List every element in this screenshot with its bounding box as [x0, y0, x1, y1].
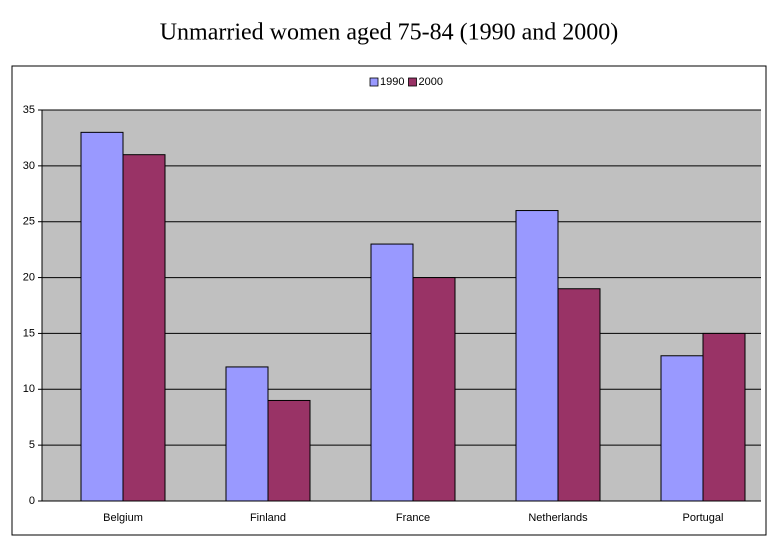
x-tick-label: Portugal	[683, 512, 724, 524]
x-tick-label: Belgium	[103, 512, 143, 524]
bar	[515, 210, 559, 502]
legend-swatch	[408, 77, 417, 87]
bar	[267, 399, 311, 502]
y-tick-label: 15	[23, 327, 35, 339]
y-tick-label: 5	[29, 439, 35, 451]
chart-title: Unmarried women aged 75-84 (1990 and 200…	[160, 20, 619, 46]
bar	[122, 154, 166, 502]
x-tick-label: France	[396, 512, 430, 524]
y-tick-label: 30	[23, 160, 35, 172]
y-tick-label: 25	[23, 216, 35, 228]
y-tick-label: 35	[23, 104, 35, 116]
x-tick-label: Finland	[250, 512, 286, 524]
bar	[557, 288, 601, 502]
legend-label: 2000	[418, 76, 442, 88]
bar	[702, 332, 746, 502]
y-tick-label: 20	[23, 271, 35, 283]
bar	[80, 131, 124, 502]
bar	[225, 366, 269, 502]
x-tick-label: Netherlands	[528, 512, 588, 524]
bar	[412, 277, 456, 502]
legend-label: 1990	[380, 76, 404, 88]
legend-swatch	[369, 77, 379, 87]
bar	[660, 355, 704, 502]
y-tick-label: 10	[23, 383, 35, 395]
y-tick-label: 0	[29, 495, 35, 507]
bar	[370, 243, 414, 502]
